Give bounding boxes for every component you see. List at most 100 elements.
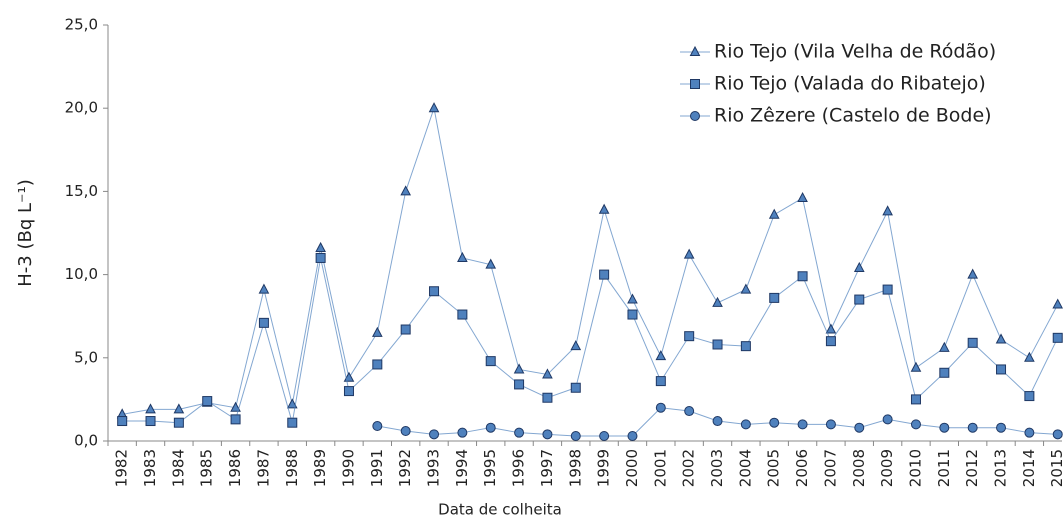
marker bbox=[797, 419, 808, 430]
legend-label: Rio Tejo (Vila Velha de Ródão) bbox=[714, 41, 996, 63]
series-line bbox=[122, 257, 1059, 424]
marker bbox=[712, 416, 723, 427]
marker bbox=[712, 339, 723, 350]
marker bbox=[513, 363, 525, 374]
marker bbox=[740, 419, 751, 430]
marker bbox=[570, 382, 581, 393]
y-tick-label: 15,0 bbox=[65, 182, 98, 200]
y-tick-label: 10,0 bbox=[65, 265, 98, 283]
marker bbox=[485, 422, 496, 433]
marker bbox=[689, 45, 701, 56]
marker bbox=[910, 394, 921, 405]
marker bbox=[655, 376, 666, 387]
marker bbox=[854, 422, 865, 433]
marker bbox=[938, 341, 950, 352]
x-tick-label: 2008 bbox=[850, 449, 868, 487]
marker bbox=[797, 271, 808, 282]
marker bbox=[627, 309, 638, 320]
marker bbox=[967, 422, 978, 433]
marker bbox=[145, 416, 156, 427]
marker bbox=[230, 414, 241, 425]
marker bbox=[1024, 351, 1035, 362]
x-axis-title: Data de colheita bbox=[438, 501, 562, 519]
marker bbox=[1052, 332, 1063, 343]
marker bbox=[315, 241, 326, 252]
marker bbox=[910, 419, 921, 430]
marker bbox=[825, 323, 837, 334]
marker bbox=[1024, 427, 1035, 438]
marker bbox=[202, 396, 213, 407]
marker bbox=[740, 283, 752, 294]
marker bbox=[712, 296, 723, 307]
x-tick-label: 2006 bbox=[793, 449, 811, 487]
y-axis-title: H-3 (Bq L⁻¹) bbox=[15, 179, 36, 287]
marker bbox=[627, 293, 638, 304]
marker bbox=[514, 379, 525, 390]
marker bbox=[853, 261, 865, 272]
x-tick-label: 1999 bbox=[595, 449, 613, 487]
marker bbox=[768, 208, 780, 219]
y-tick-label: 25,0 bbox=[65, 16, 98, 34]
x-tick-label: 2011 bbox=[935, 449, 953, 487]
x-tick-label: 2004 bbox=[736, 449, 754, 487]
x-tick-label: 1998 bbox=[566, 449, 584, 487]
marker bbox=[117, 416, 128, 427]
marker bbox=[542, 392, 553, 403]
marker bbox=[825, 419, 836, 430]
marker bbox=[371, 326, 383, 337]
x-tick-label: 2010 bbox=[906, 449, 924, 487]
x-tick-label: 1990 bbox=[339, 449, 357, 487]
x-tick-label: 1991 bbox=[368, 449, 386, 487]
marker bbox=[684, 406, 695, 417]
marker bbox=[400, 324, 411, 335]
x-tick-label: 1986 bbox=[226, 449, 244, 487]
marker bbox=[286, 398, 298, 409]
x-tick-label: 1993 bbox=[425, 449, 443, 487]
marker bbox=[769, 292, 780, 303]
x-tick-label: 2009 bbox=[878, 449, 896, 487]
x-tick-label: 2012 bbox=[963, 449, 981, 487]
marker bbox=[910, 361, 922, 372]
x-tick-label: 1997 bbox=[538, 449, 556, 487]
marker bbox=[825, 336, 836, 347]
x-tick-label: 1983 bbox=[141, 449, 159, 487]
x-tick-label: 2005 bbox=[765, 449, 783, 487]
marker bbox=[372, 421, 383, 432]
marker bbox=[173, 417, 184, 428]
marker bbox=[995, 333, 1007, 344]
x-tick-label: 2015 bbox=[1048, 449, 1063, 487]
marker bbox=[967, 268, 979, 279]
marker bbox=[514, 427, 525, 438]
y-tick-label: 5,0 bbox=[74, 348, 98, 366]
marker bbox=[429, 286, 440, 297]
marker bbox=[690, 111, 700, 121]
marker bbox=[740, 341, 751, 352]
marker bbox=[1052, 429, 1063, 440]
marker bbox=[372, 359, 383, 370]
x-tick-label: 2003 bbox=[708, 449, 726, 487]
marker bbox=[599, 269, 610, 280]
marker bbox=[598, 203, 610, 214]
marker bbox=[797, 191, 808, 203]
x-tick-label: 1994 bbox=[453, 449, 471, 487]
x-tick-label: 2007 bbox=[821, 449, 839, 487]
marker bbox=[627, 431, 638, 442]
marker bbox=[145, 403, 156, 414]
x-tick-label: 2000 bbox=[623, 449, 641, 487]
marker bbox=[542, 368, 553, 379]
x-tick-label: 2001 bbox=[651, 449, 669, 487]
x-tick-label: 1996 bbox=[510, 449, 528, 487]
marker bbox=[485, 258, 497, 269]
marker bbox=[1024, 391, 1035, 402]
marker bbox=[655, 350, 667, 361]
x-tick-label: 1988 bbox=[283, 449, 301, 487]
marker bbox=[429, 429, 440, 440]
marker bbox=[882, 414, 893, 425]
x-tick-label: 2013 bbox=[992, 449, 1010, 487]
legend: Rio Tejo (Vila Velha de Ródão) Rio Tejo (… bbox=[680, 41, 996, 127]
marker bbox=[996, 364, 1007, 375]
x-tick-label: 2002 bbox=[680, 449, 698, 487]
marker bbox=[882, 284, 893, 295]
marker bbox=[769, 417, 780, 428]
